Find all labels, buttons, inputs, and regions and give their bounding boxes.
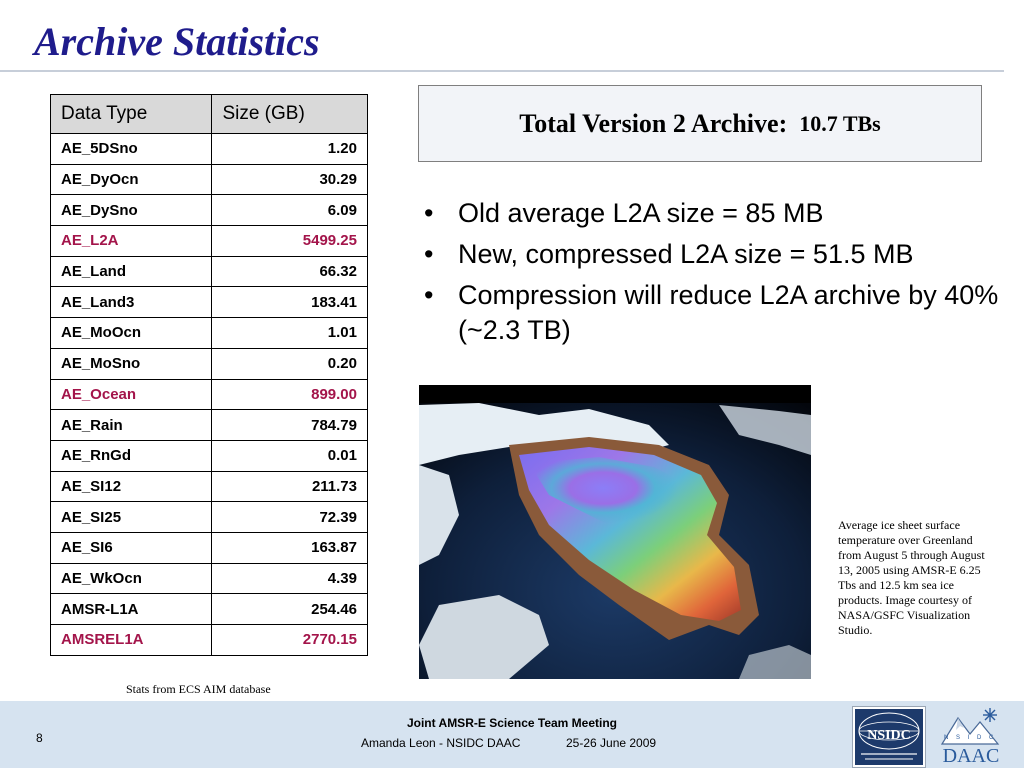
daac-mountain-icon: N S I D C DAAC: [940, 708, 1000, 767]
cell-data-type: AMSREL1A: [49, 624, 213, 656]
table-caption: Stats from ECS AIM database: [126, 682, 271, 696]
table-row: AE_DyOcn 30.29: [49, 163, 368, 196]
table-row: AE_SI6 163.87: [49, 531, 368, 564]
cell-data-type: AE_SI6: [49, 531, 213, 564]
table-row: AE_Land3 183.41: [49, 286, 368, 319]
snowflake-icon: [983, 708, 997, 722]
cell-size-gb: 1.01: [211, 317, 368, 349]
title-divider: [0, 70, 1004, 72]
total-archive-label: Total Version 2 Archive:: [519, 108, 788, 138]
cell-data-type: AE_Rain: [49, 409, 213, 441]
table-row: AE_SI12 211.73: [49, 470, 368, 503]
table-row: AE_Ocean 899.00: [49, 378, 368, 411]
total-archive-box: Total Version 2 Archive: 10.7 TBs: [418, 85, 982, 162]
nsidc-logo: NSIDC: [852, 706, 926, 768]
cell-size-gb: 1.20: [211, 133, 368, 165]
total-archive-value: 10.7 TBs: [799, 110, 881, 136]
cell-size-gb: 30.29: [211, 163, 368, 196]
cell-data-type: AE_Land: [49, 255, 213, 288]
cell-size-gb: 66.32: [211, 255, 368, 288]
table-row: AE_WkOcn 4.39: [49, 562, 368, 595]
bullet-list: Old average L2A size = 85 MB New, compre…: [420, 196, 1000, 354]
svg-text:N S I D C: N S I D C: [944, 735, 996, 741]
cell-data-type: AE_MoSno: [49, 347, 213, 380]
table-row: AMSR-L1A 254.46: [49, 593, 368, 625]
table-row: AMSREL1A 2770.15: [49, 624, 368, 656]
table-row: AE_DySno 6.09: [49, 194, 368, 227]
cell-size-gb: 2770.15: [211, 624, 368, 656]
cell-data-type: AE_5DSno: [49, 133, 213, 165]
table-row: AE_L2A 5499.25: [49, 225, 368, 257]
table-row: AE_RnGd 0.01: [49, 439, 368, 472]
cell-data-type: AE_Land3: [49, 286, 213, 319]
table-row: AE_SI25 72.39: [49, 501, 368, 533]
cell-size-gb: 784.79: [211, 409, 368, 441]
cell-data-type: AE_MoOcn: [49, 317, 213, 349]
cell-data-type: AE_SI12: [49, 470, 213, 503]
table-row: AE_MoOcn 1.01: [49, 317, 368, 349]
cell-data-type: AE_WkOcn: [49, 562, 213, 595]
cell-size-gb: 254.46: [211, 593, 368, 625]
table-row: AE_5DSno 1.20: [49, 133, 368, 165]
cell-size-gb: 6.09: [211, 194, 368, 227]
greenland-temperature-map-icon: [419, 385, 811, 679]
table-row: AE_Land 66.32: [49, 255, 368, 288]
cell-data-type: AE_SI25: [49, 501, 213, 533]
cell-size-gb: 0.01: [211, 439, 368, 472]
footer-meeting-title: Joint AMSR-E Science Team Meeting: [406, 716, 618, 730]
nsidc-logo-text: NSIDC: [867, 728, 911, 743]
column-header-data-type: Data Type: [49, 94, 213, 134]
daac-logo: N S I D C DAAC: [936, 704, 1006, 767]
nsidc-globe-icon: NSIDC: [855, 709, 923, 765]
table-header-row: Data Type Size (GB): [49, 94, 368, 134]
greenland-temperature-image: [419, 385, 811, 679]
cell-data-type: AE_RnGd: [49, 439, 213, 472]
cell-size-gb: 4.39: [211, 562, 368, 595]
bullet-item: Compression will reduce L2A archive by 4…: [420, 278, 1000, 348]
table-row: AE_Rain 784.79: [49, 409, 368, 441]
bullet-item: New, compressed L2A size = 51.5 MB: [420, 237, 1000, 272]
image-caption: Average ice sheet surface temperature ov…: [838, 518, 985, 637]
archive-stats-table: Data Type Size (GB) AE_5DSno 1.20 AE_DyOcn…: [49, 94, 368, 656]
bullet-item: Old average L2A size = 85 MB: [420, 196, 1000, 231]
cell-size-gb: 0.20: [211, 347, 368, 380]
table-row: AE_MoSno 0.20: [49, 347, 368, 380]
footer-presenter: Amanda Leon - NSIDC DAAC: [361, 736, 521, 750]
cell-size-gb: 72.39: [211, 501, 368, 533]
cell-size-gb: 899.00: [211, 378, 368, 411]
cell-data-type: AE_DyOcn: [49, 163, 213, 196]
page-number: 8: [36, 731, 43, 745]
cell-size-gb: 211.73: [211, 470, 368, 503]
cell-size-gb: 163.87: [211, 531, 368, 564]
footer-dates: 25-26 June 2009: [566, 736, 657, 750]
table-body: AE_5DSno 1.20 AE_DyOcn 30.29 AE_DySno 6.09 AE_…: [49, 133, 368, 656]
slide-title: Archive Statistics: [34, 19, 320, 64]
cell-data-type: AE_L2A: [49, 225, 213, 257]
cell-data-type: AMSR-L1A: [49, 593, 213, 625]
cell-size-gb: 183.41: [211, 286, 368, 319]
cell-data-type: AE_Ocean: [49, 378, 213, 411]
cell-data-type: AE_DySno: [49, 194, 213, 227]
column-header-size: Size (GB): [211, 94, 368, 134]
daac-logo-text: DAAC: [943, 745, 1000, 766]
cell-size-gb: 5499.25: [211, 225, 368, 257]
